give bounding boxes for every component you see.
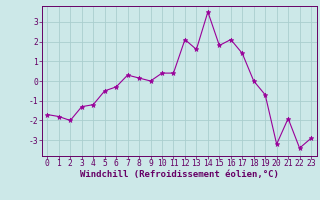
X-axis label: Windchill (Refroidissement éolien,°C): Windchill (Refroidissement éolien,°C) [80,170,279,179]
